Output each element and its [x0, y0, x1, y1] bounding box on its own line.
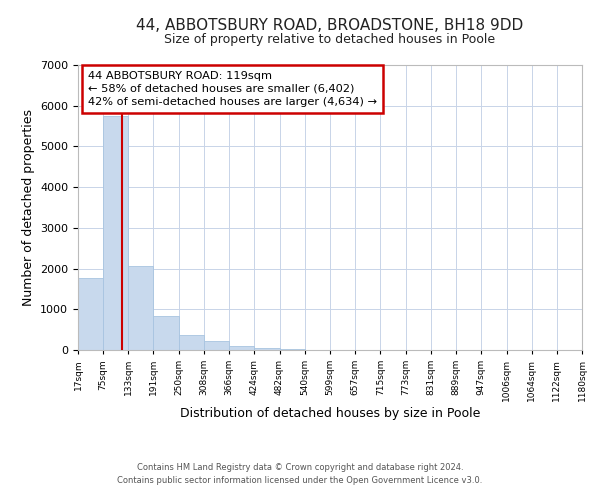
Bar: [154, 316, 179, 350]
Bar: [103, 116, 128, 350]
Bar: [78, 278, 103, 350]
X-axis label: Distribution of detached houses by size in Poole: Distribution of detached houses by size …: [180, 406, 480, 420]
Text: 44 ABBOTSBURY ROAD: 119sqm
← 58% of detached houses are smaller (6,402)
42% of s: 44 ABBOTSBURY ROAD: 119sqm ← 58% of deta…: [88, 70, 377, 107]
Y-axis label: Number of detached properties: Number of detached properties: [22, 109, 35, 306]
Bar: [204, 341, 229, 350]
Bar: [128, 266, 154, 350]
Text: 44, ABBOTSBURY ROAD, BROADSTONE, BH18 9DD: 44, ABBOTSBURY ROAD, BROADSTONE, BH18 9D…: [136, 18, 524, 32]
Bar: [280, 349, 305, 350]
Text: Contains HM Land Registry data © Crown copyright and database right 2024.: Contains HM Land Registry data © Crown c…: [137, 464, 463, 472]
Bar: [179, 334, 204, 350]
Text: Contains public sector information licensed under the Open Government Licence v3: Contains public sector information licen…: [118, 476, 482, 485]
Bar: [254, 348, 280, 350]
Text: Size of property relative to detached houses in Poole: Size of property relative to detached ho…: [164, 32, 496, 46]
Bar: [229, 346, 254, 350]
